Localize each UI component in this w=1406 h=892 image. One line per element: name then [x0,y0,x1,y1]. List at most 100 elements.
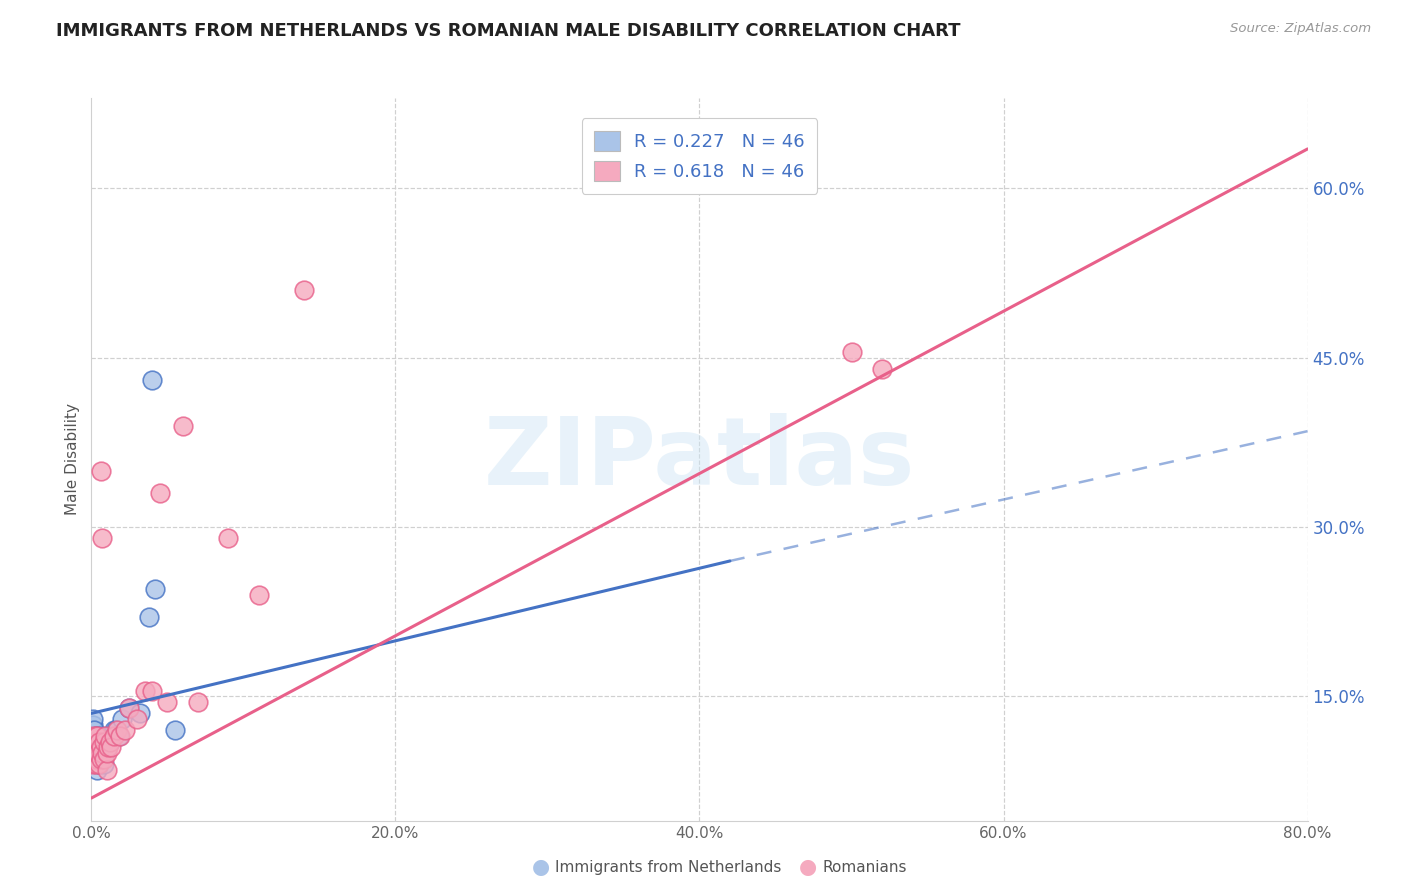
Point [141,683,163,698]
Point [96,740,118,755]
Point [187,695,209,709]
Point [129,706,152,721]
Point [86,746,108,760]
Point [98,734,121,748]
Point [111,712,134,726]
Text: ZIPatlas: ZIPatlas [484,413,915,506]
Point [87,746,110,760]
Point [82,723,104,738]
Legend: R = 0.227   N = 46, R = 0.618   N = 46: R = 0.227 N = 46, R = 0.618 N = 46 [582,118,817,194]
Point [86,734,108,748]
Point [82,729,104,743]
Point [84,746,107,760]
Point [96,763,118,777]
Point [217,532,239,546]
Point [149,486,172,500]
Point [100,729,122,743]
Point [247,588,270,602]
Text: Source: ZipAtlas.com: Source: ZipAtlas.com [1230,22,1371,36]
Point [87,757,110,772]
Point [100,740,122,755]
Point [98,734,121,748]
Point [83,746,105,760]
Point [172,418,194,433]
Point [84,740,107,755]
Point [118,700,141,714]
Point [156,695,179,709]
Point [84,729,107,743]
Point [141,373,163,387]
Point [93,740,115,755]
Point [89,751,111,765]
Point [91,751,114,765]
Point [292,283,315,297]
Point [86,729,108,743]
Point [125,712,148,726]
Point [87,757,110,772]
Point [84,757,107,772]
Point [114,723,136,738]
Text: Romanians: Romanians [823,860,907,874]
Point [103,723,125,738]
Point [87,734,110,748]
Point [83,740,105,755]
Point [87,751,110,765]
Text: ●: ● [533,857,550,877]
Point [86,751,108,765]
Point [83,734,105,748]
Point [841,345,863,359]
Point [91,746,114,760]
Text: Immigrants from Netherlands: Immigrants from Netherlands [555,860,782,874]
Point [86,751,108,765]
Point [91,740,114,755]
Point [83,729,105,743]
Point [134,683,156,698]
Point [83,734,105,748]
Point [87,734,110,748]
Point [103,729,125,743]
Point [94,746,117,760]
Point [86,729,108,743]
Point [82,717,104,731]
Point [143,582,166,597]
Point [83,723,105,738]
Point [96,746,118,760]
Point [104,723,127,738]
Point [97,729,120,743]
Point [91,729,114,743]
Point [82,729,104,743]
Point [84,751,107,765]
Point [82,734,104,748]
Point [89,734,111,748]
Point [84,734,107,748]
Point [93,751,115,765]
Point [163,723,186,738]
Y-axis label: Male Disability: Male Disability [65,403,80,516]
Point [86,746,108,760]
Point [94,729,117,743]
Text: IMMIGRANTS FROM NETHERLANDS VS ROMANIAN MALE DISABILITY CORRELATION CHART: IMMIGRANTS FROM NETHERLANDS VS ROMANIAN … [56,22,960,40]
Point [110,729,132,743]
Point [138,610,160,624]
Point [107,729,129,743]
Point [84,746,107,760]
Point [89,746,111,760]
Point [84,757,107,772]
Point [84,729,107,743]
Point [105,723,128,738]
Point [82,712,104,726]
Text: ●: ● [800,857,817,877]
Point [97,740,120,755]
Point [82,746,104,760]
Point [83,751,105,765]
Point [94,734,117,748]
Point [91,532,114,546]
Point [89,464,111,478]
Point [83,746,105,760]
Point [86,763,108,777]
Point [89,740,111,755]
Point [118,700,141,714]
Point [82,757,104,772]
Point [93,757,115,772]
Point [870,362,893,376]
